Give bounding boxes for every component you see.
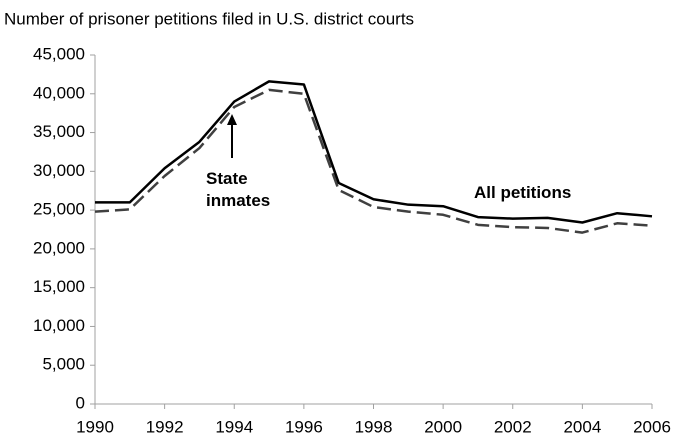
y-tick-label: 0 xyxy=(76,393,85,412)
y-tick-label: 30,000 xyxy=(33,161,85,180)
x-tick-label: 2004 xyxy=(563,417,601,436)
x-tick-label: 1992 xyxy=(146,417,184,436)
annotation-arrowhead xyxy=(227,114,237,125)
y-tick-label: 20,000 xyxy=(33,238,85,257)
y-tick-label: 10,000 xyxy=(33,316,85,335)
x-tick-label: 1990 xyxy=(76,417,114,436)
x-tick-label: 1994 xyxy=(215,417,253,436)
x-tick-label: 2000 xyxy=(424,417,462,436)
x-tick-label: 1998 xyxy=(355,417,393,436)
line-series xyxy=(95,80,653,224)
line-series xyxy=(94,88,653,234)
y-tick-label: 15,000 xyxy=(33,277,85,296)
series-label: State inmates xyxy=(206,169,271,210)
series-label: All petitions xyxy=(474,183,572,202)
y-tick-label: 40,000 xyxy=(33,83,85,102)
y-tick-label: 45,000 xyxy=(33,44,85,63)
y-tick-label: 35,000 xyxy=(33,122,85,141)
x-tick-label: 2002 xyxy=(494,417,532,436)
y-tick-label: 25,000 xyxy=(33,200,85,219)
x-tick-label: 1996 xyxy=(285,417,323,436)
y-tick-label: 5,000 xyxy=(42,355,85,374)
x-tick-label: 2006 xyxy=(633,417,671,436)
chart-title: Number of prisoner petitions filed in U.… xyxy=(4,9,414,28)
